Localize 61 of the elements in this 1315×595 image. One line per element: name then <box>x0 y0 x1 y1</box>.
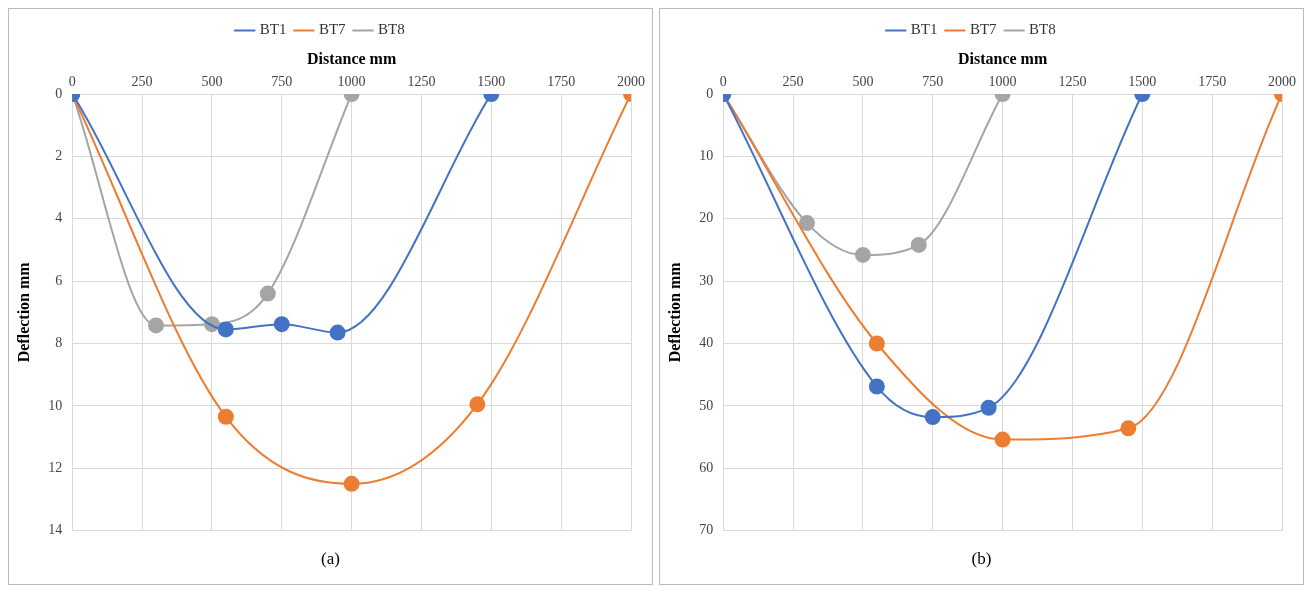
y-tick-label: 2 <box>54 148 62 164</box>
x-tick-label: 750 <box>921 74 943 90</box>
point <box>217 321 234 338</box>
y-tick-label: 20 <box>698 210 713 226</box>
legend-label: BT7 <box>969 21 997 38</box>
y-tick-label: 4 <box>54 210 62 226</box>
x-tick-label: 1750 <box>546 74 575 90</box>
point <box>994 431 1011 448</box>
point <box>1119 420 1136 437</box>
x-tick-label: 1000 <box>988 74 1017 90</box>
x-tick-label: 750 <box>270 74 292 90</box>
y-tick-label: 10 <box>698 148 713 164</box>
legend-label: BT7 <box>318 21 346 38</box>
x-tick-label: 2000 <box>616 74 645 90</box>
y-axis-title: Deflection mm <box>665 261 683 363</box>
x-tick-label: 1250 <box>1057 74 1086 90</box>
x-tick-label: 500 <box>851 74 873 90</box>
legend-label: BT8 <box>1028 21 1056 38</box>
x-axis-title: Distance mm <box>957 49 1048 67</box>
y-tick-label: 30 <box>698 272 713 288</box>
point <box>259 285 276 302</box>
y-tick-label: 10 <box>47 397 62 413</box>
x-tick-label: 1500 <box>1127 74 1156 90</box>
point <box>868 335 885 352</box>
x-tick-label: 0 <box>68 74 76 90</box>
y-tick-label: 12 <box>47 459 62 475</box>
point <box>980 399 997 416</box>
y-tick-label: 70 <box>698 522 713 538</box>
point <box>217 408 234 425</box>
y-tick-label: 40 <box>698 335 713 351</box>
x-tick-label: 1250 <box>406 74 435 90</box>
y-axis-title: Deflection mm <box>14 261 32 363</box>
point <box>147 317 164 334</box>
point <box>798 215 815 232</box>
text: (a) <box>321 549 340 569</box>
x-tick-label: 1000 <box>337 74 366 90</box>
y-tick-label: 14 <box>47 522 62 538</box>
y-tick-label: 6 <box>54 272 62 288</box>
x-axis-title: Distance mm <box>306 49 397 67</box>
legend-label: BT1 <box>910 21 937 38</box>
point <box>329 324 346 341</box>
x-tick-label: 1500 <box>476 74 505 90</box>
x-tick-label: 500 <box>200 74 222 90</box>
y-tick-label: 0 <box>54 85 62 101</box>
text: (b) <box>971 549 992 569</box>
point <box>343 475 360 492</box>
y-tick-label: 8 <box>54 335 62 351</box>
y-tick-label: 0 <box>705 85 713 101</box>
legend-label: BT8 <box>377 21 405 38</box>
x-tick-label: 250 <box>131 74 153 90</box>
y-tick-label: 50 <box>698 397 713 413</box>
y-tick-label: 60 <box>698 459 713 475</box>
point <box>868 378 885 395</box>
x-tick-label: 1750 <box>1197 74 1226 90</box>
point <box>468 396 485 413</box>
legend-label: BT1 <box>259 21 286 38</box>
point <box>924 409 941 426</box>
x-tick-label: 250 <box>782 74 804 90</box>
x-tick-label: 2000 <box>1267 74 1296 90</box>
x-tick-label: 0 <box>719 74 727 90</box>
point <box>273 316 290 333</box>
